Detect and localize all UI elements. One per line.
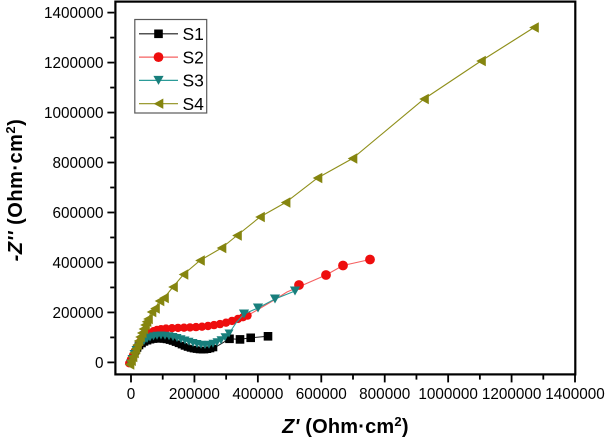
- svg-text:1200000: 1200000: [482, 386, 542, 403]
- svg-text:S4: S4: [183, 94, 205, 114]
- svg-text:800000: 800000: [52, 155, 103, 172]
- svg-text:-Z'' (Ohm·cm2): -Z'' (Ohm·cm2): [3, 119, 27, 262]
- svg-text:800000: 800000: [359, 386, 410, 403]
- svg-text:600000: 600000: [296, 386, 347, 403]
- svg-text:1000000: 1000000: [44, 105, 104, 122]
- svg-text:200000: 200000: [52, 305, 103, 322]
- svg-text:1000000: 1000000: [418, 386, 478, 403]
- svg-text:S1: S1: [183, 24, 204, 44]
- svg-text:0: 0: [95, 355, 104, 372]
- svg-text:S2: S2: [183, 47, 204, 67]
- svg-text:1400000: 1400000: [545, 386, 605, 403]
- svg-text:1200000: 1200000: [44, 55, 104, 72]
- svg-text:200000: 200000: [169, 386, 220, 403]
- svg-text:400000: 400000: [52, 255, 103, 272]
- svg-text:600000: 600000: [52, 205, 103, 222]
- svg-text:Z' (Ohm·cm2): Z' (Ohm·cm2): [281, 414, 409, 438]
- svg-text:0: 0: [127, 386, 136, 403]
- svg-text:S3: S3: [183, 71, 204, 91]
- svg-text:1400000: 1400000: [44, 5, 104, 22]
- svg-text:400000: 400000: [232, 386, 283, 403]
